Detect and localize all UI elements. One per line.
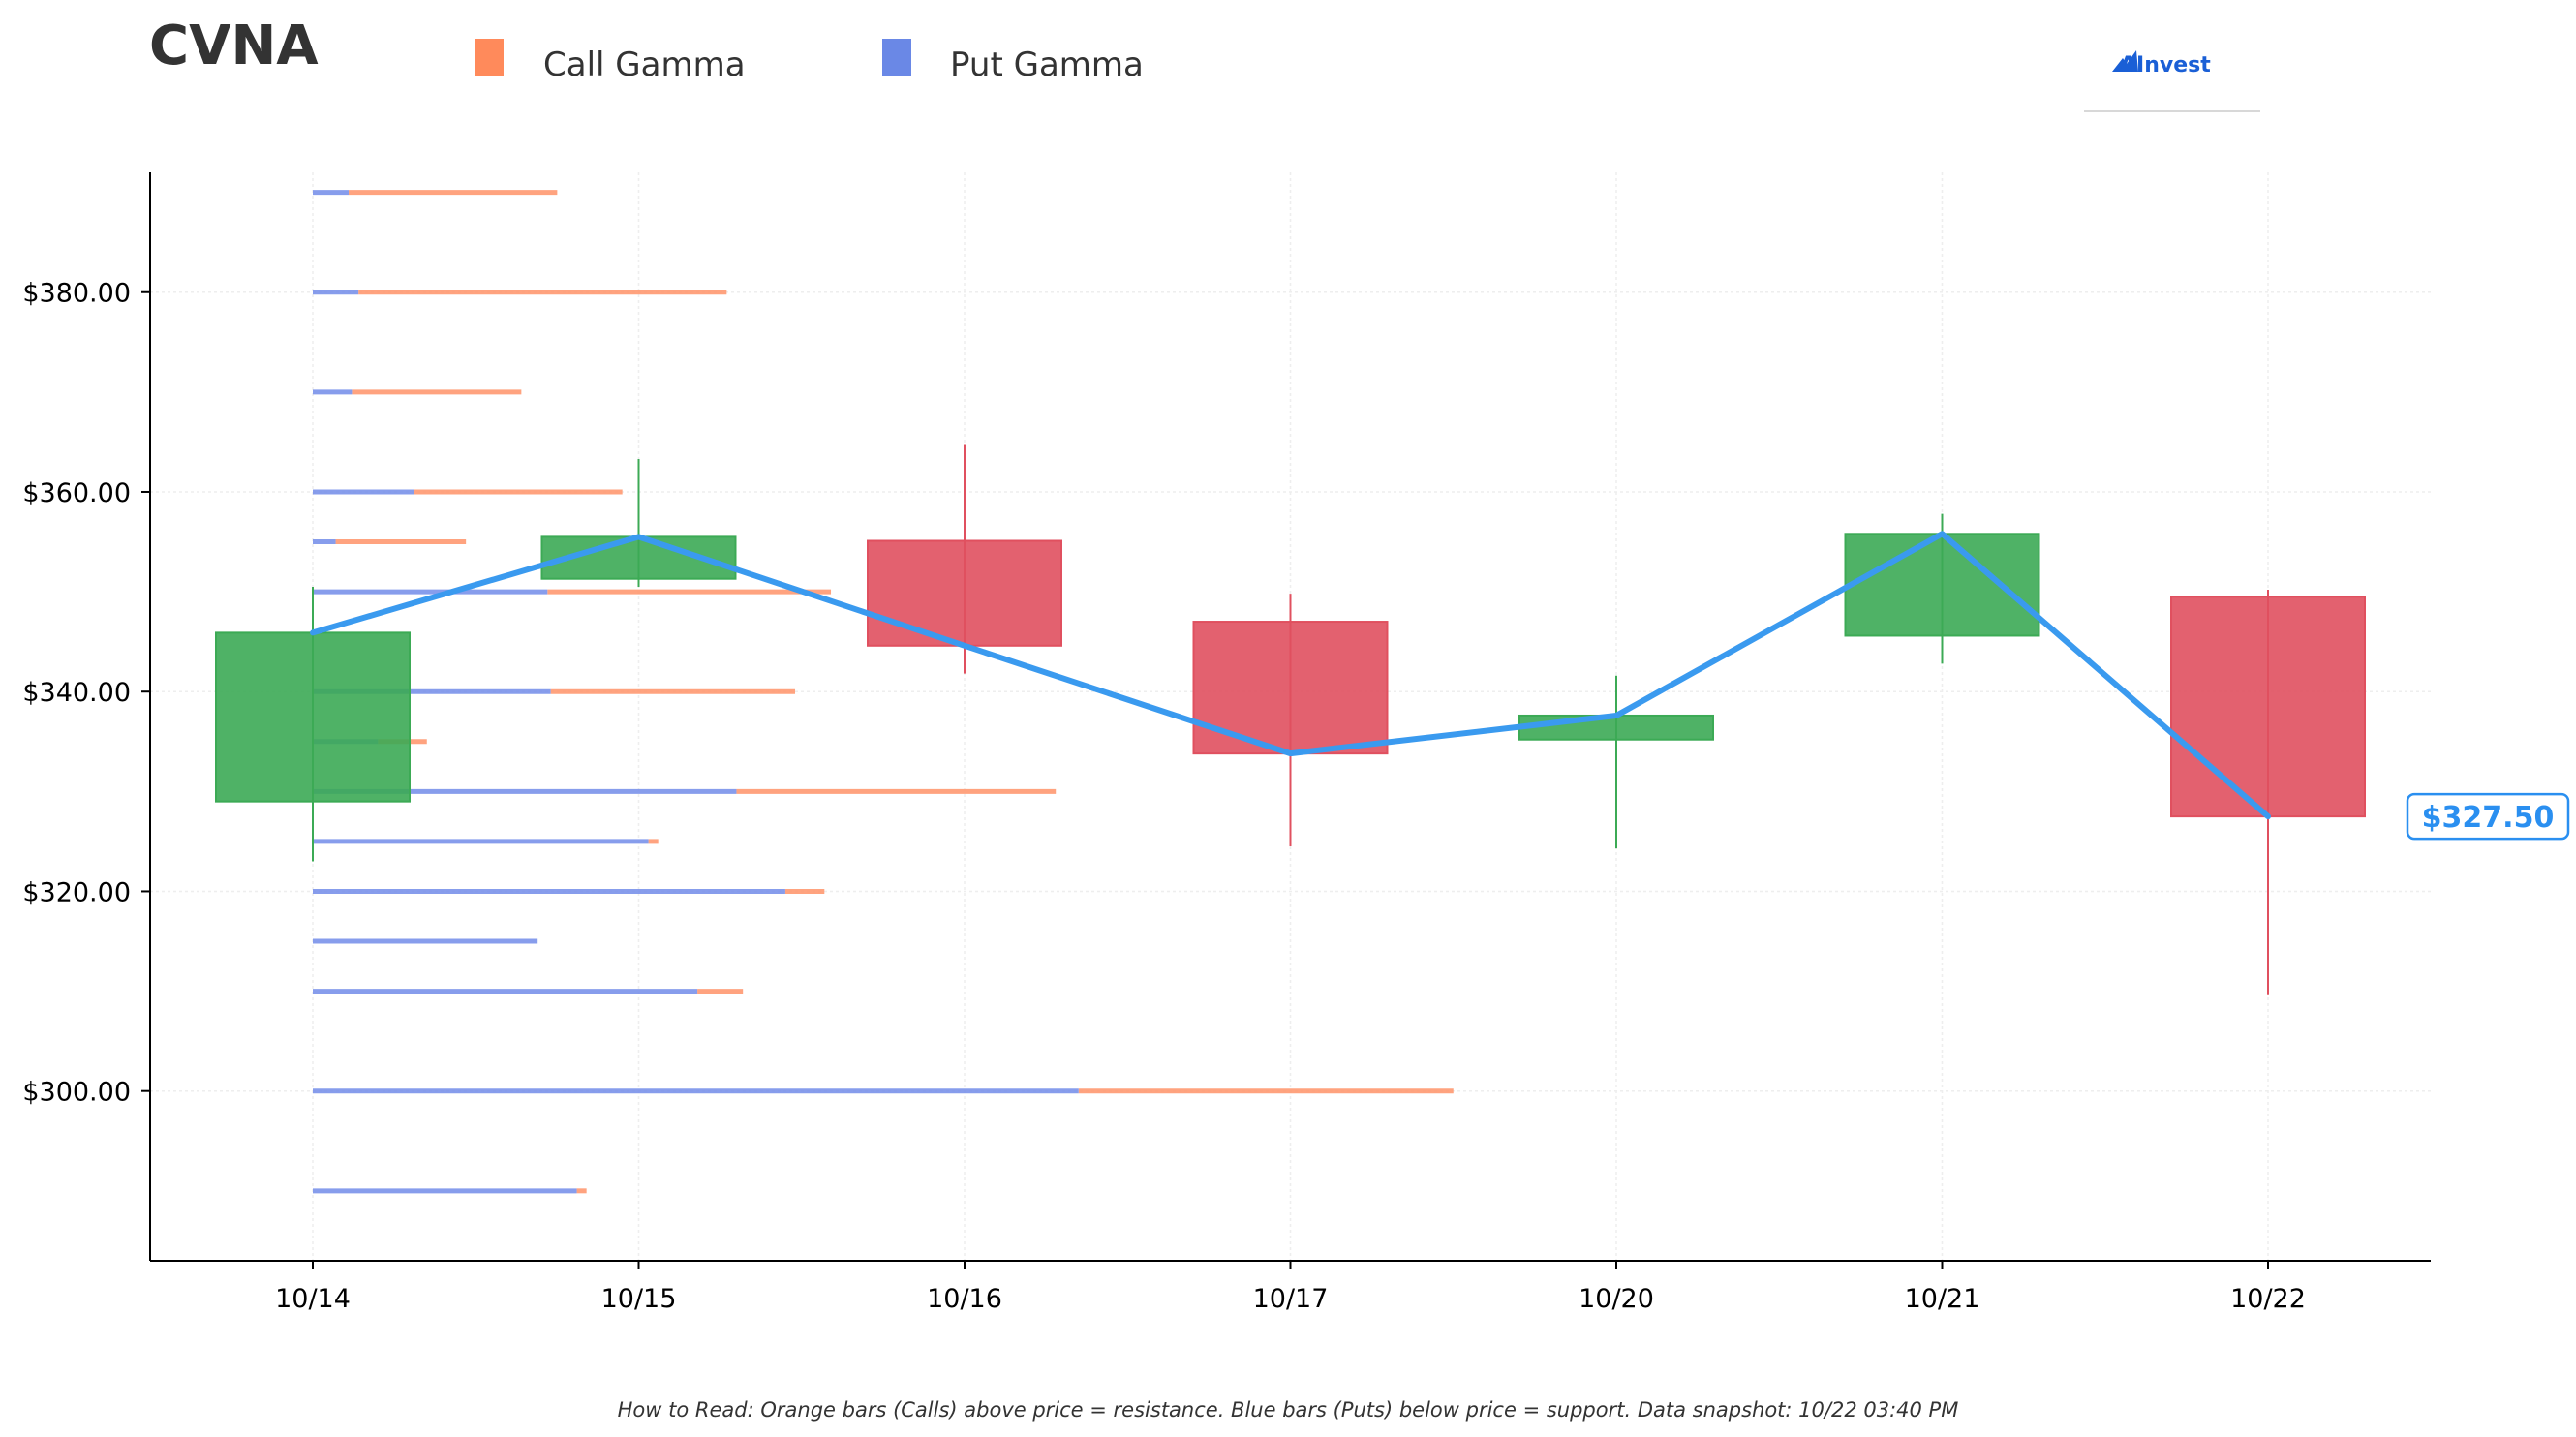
close-line-path	[310, 531, 2271, 820]
brand-logo: AInvest	[2084, 50, 2260, 112]
candle-body-6	[2170, 596, 2366, 818]
footnote: How to Read: Orange bars (Calls) above p…	[618, 1398, 1959, 1422]
legend: Call Gamma Put Gamma	[475, 39, 1144, 84]
candles	[215, 444, 2366, 995]
y-tick-label-4: $380.00	[22, 279, 131, 309]
candle-body-5	[1844, 533, 2040, 637]
x-tick-label-3: 10/17	[1253, 1284, 1329, 1314]
axes: $300.00 $320.00 $340.00 $360.00 $380.00 10/14…	[22, 172, 2431, 1314]
current-price-label: $327.50	[2406, 792, 2570, 841]
current-price-text: $327.50	[2422, 801, 2555, 835]
candle-body-2	[867, 539, 1062, 647]
candle-body-0	[215, 631, 411, 803]
legend-label-put: Put Gamma	[950, 46, 1144, 84]
brand-logo-icon	[2112, 50, 2138, 72]
legend-swatch-call	[475, 39, 504, 76]
current-price-box	[2406, 792, 2570, 841]
close-price-line	[310, 531, 2271, 820]
legend-swatch-put	[882, 39, 911, 76]
chart-title: CVNA	[149, 15, 319, 77]
y-tick-label-3: $360.00	[22, 478, 131, 508]
y-tick-label-0: $300.00	[22, 1078, 131, 1108]
x-tick-label-4: 10/20	[1579, 1284, 1654, 1314]
y-tick-label-1: $320.00	[22, 877, 131, 907]
x-tick-label-5: 10/21	[1905, 1284, 1980, 1314]
legend-label-call: Call Gamma	[543, 46, 746, 84]
x-tick-label-6: 10/22	[2230, 1284, 2306, 1314]
y-tick-label-2: $340.00	[22, 678, 131, 708]
x-tick-label-0: 10/14	[275, 1284, 351, 1314]
x-tick-label-2: 10/16	[927, 1284, 1002, 1314]
candle-body-4	[1518, 714, 1714, 741]
brand-logo-text: AInvest	[2120, 53, 2211, 77]
x-tick-label-1: 10/15	[601, 1284, 677, 1314]
